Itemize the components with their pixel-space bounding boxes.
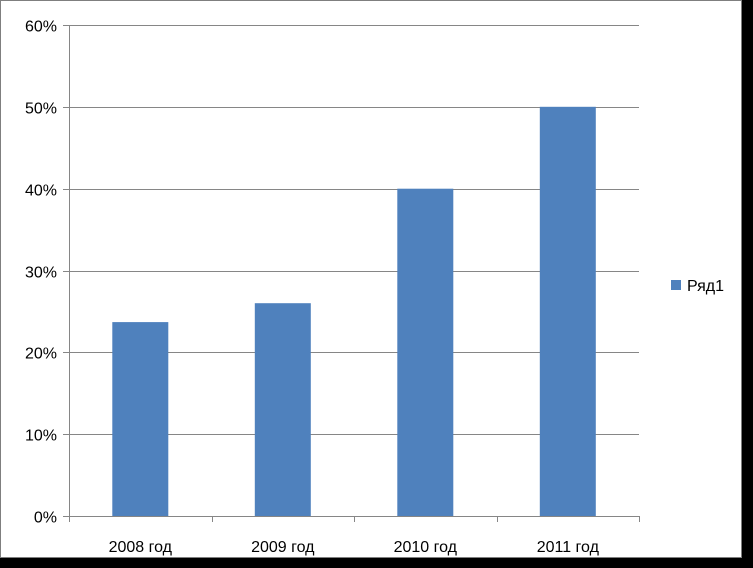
y-tick-labels: 0% 10% 20% 30% 40% 50% 60% bbox=[25, 19, 57, 527]
y-tick-label: 50% bbox=[25, 101, 57, 118]
y-tick-label: 20% bbox=[25, 346, 57, 363]
x-tick-label: 2009 год bbox=[251, 539, 315, 556]
y-tick-label: 10% bbox=[25, 428, 57, 445]
legend: Ряд1 bbox=[671, 278, 724, 295]
y-tick-label: 30% bbox=[25, 265, 57, 282]
y-tick-label: 40% bbox=[25, 183, 57, 200]
bar bbox=[539, 106, 596, 517]
y-tick-label: 60% bbox=[25, 19, 57, 36]
legend-swatch bbox=[671, 280, 681, 290]
bars bbox=[112, 106, 596, 517]
x-tick-labels: 2008 год 2009 год 2010 год 2011 год bbox=[109, 539, 600, 556]
x-tick-label: 2011 год bbox=[537, 539, 600, 556]
legend-label: Ряд1 bbox=[687, 278, 724, 295]
bar-chart: 0% 10% 20% 30% 40% 50% 60% 2008 год 2009 год 201… bbox=[25, 19, 724, 557]
y-tick-label: 0% bbox=[34, 510, 57, 527]
x-tick-label: 2010 год bbox=[394, 539, 458, 556]
x-tick-label: 2008 год bbox=[109, 539, 173, 556]
bar bbox=[254, 303, 311, 516]
bar bbox=[397, 188, 454, 516]
axes bbox=[63, 25, 640, 522]
chart-frame: 0% 10% 20% 30% 40% 50% 60% 2008 год 2009 год 201… bbox=[0, 0, 742, 558]
bar bbox=[112, 322, 169, 516]
